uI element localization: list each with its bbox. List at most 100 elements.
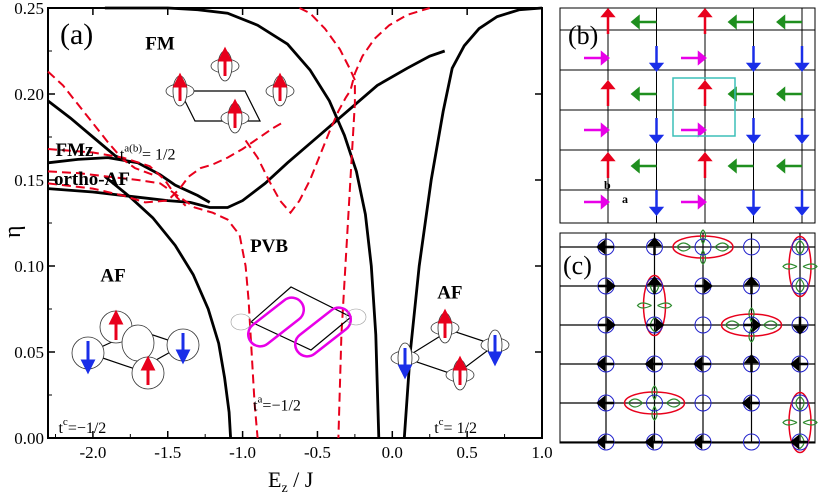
orbital-lobes [724, 307, 779, 343]
hopping-label: ta=−1/2 [253, 393, 301, 414]
unit-cell-highlight [672, 77, 736, 137]
hopping-base: t [253, 397, 258, 414]
y-tick-label: 0.15 [14, 171, 44, 190]
up-arrow-icon [743, 276, 760, 294]
left-arrow-icon [727, 14, 754, 30]
up-arrow-icon [600, 8, 616, 34]
left-arrow-icon [741, 395, 760, 411]
up-arrow-icon [646, 237, 663, 255]
right-arrow-icon [646, 317, 665, 333]
left-arrow-icon [776, 158, 802, 174]
left-arrow-icon [644, 356, 663, 372]
phase-label: ortho-AF [54, 169, 130, 190]
solid-boundary-1 [47, 156, 211, 204]
spin-pattern-panel: ba (b) [559, 7, 816, 224]
hopping-value: = 1/2 [142, 146, 175, 163]
left-arrow-icon [776, 14, 802, 30]
y-tick-label: 0.20 [14, 85, 44, 104]
left-arrow-icon [790, 356, 808, 372]
bond-pattern-panel: (c) [559, 229, 818, 454]
right-arrow-icon [681, 194, 707, 210]
axis-b-label: b [604, 178, 611, 192]
down-arrow-icon [745, 46, 762, 72]
up-arrow-icon [697, 152, 713, 178]
solid-boundary-2 [47, 99, 131, 165]
down-arrow-icon [745, 118, 762, 144]
up-arrow-icon [600, 152, 616, 178]
right-arrow-icon [681, 122, 707, 138]
left-arrow-icon [630, 86, 657, 102]
up-arrow-icon [600, 80, 616, 106]
right-arrow-icon [584, 50, 610, 66]
solid-boundary-4 [402, 6, 543, 439]
y-tick-label: 0.25 [14, 0, 44, 18]
hopping-value: =−1/2 [68, 420, 107, 437]
bond-ellipse [672, 235, 734, 259]
site-circle [694, 394, 712, 412]
left-arrow-icon [776, 86, 802, 102]
left-arrow-icon [596, 356, 614, 372]
panel-b-label: (b) [568, 21, 598, 50]
orbital-lobes [627, 385, 682, 421]
af-left-orbital-cluster [71, 309, 200, 390]
dashed-boundary-11 [299, 7, 356, 439]
x-tick-label: -0.5 [304, 443, 331, 462]
y-axis-label: η [0, 225, 26, 238]
left-arrow-icon [727, 158, 754, 174]
site-circle [791, 238, 809, 256]
bond-ellipse [788, 391, 812, 454]
up-arrow-icon [697, 80, 713, 106]
left-arrow-icon [596, 395, 614, 411]
fm-orbital-cluster [165, 46, 295, 134]
hopping-label: tc= 1/2 [434, 416, 477, 437]
site-circle [743, 238, 760, 256]
right-arrow-icon [695, 278, 713, 294]
hopping-base: t [58, 420, 63, 437]
right-arrow-icon [681, 50, 707, 66]
hopping-value: = 1/2 [444, 420, 477, 437]
bond-ellipse [720, 313, 783, 337]
phase-label: AF [100, 265, 125, 286]
x-axis-label: Ez / J [268, 467, 314, 496]
right-arrow-icon [584, 122, 610, 138]
site-circle [791, 394, 809, 412]
left-arrow-icon [630, 158, 657, 174]
up-arrow-icon [697, 8, 713, 34]
hopping-superscript: a(b) [124, 142, 142, 154]
right-arrow-icon [743, 317, 762, 333]
right-arrow-icon [584, 194, 610, 210]
down-arrow-icon [792, 317, 808, 335]
site-circle [694, 316, 712, 334]
site-circle [791, 277, 809, 295]
orbital-illustrations [71, 46, 510, 391]
phase-label: FMz [55, 140, 94, 161]
x-tick-label: 0.5 [457, 443, 478, 462]
down-arrow-icon [794, 190, 810, 216]
orbital-lobes [676, 229, 730, 265]
hopping-base: t [120, 146, 125, 163]
down-arrow-icon [794, 46, 810, 72]
orbital-lobes [782, 239, 818, 294]
dashed-boundary-6 [47, 70, 154, 176]
left-arrow-icon [693, 434, 711, 450]
phase-label: AF [437, 283, 462, 304]
pvb-bond-cluster [230, 286, 367, 358]
left-arrow-icon [693, 356, 711, 372]
x-tick-label: -2.0 [79, 443, 106, 462]
y-tick-label: 0.05 [14, 343, 44, 362]
up-arrow-icon [646, 276, 663, 294]
bond-ellipse [788, 235, 812, 298]
x-tick-label: 0.0 [382, 443, 403, 462]
site-circle [743, 433, 760, 451]
y-tick-label: 0.00 [14, 429, 44, 448]
orbital-lobes [782, 395, 818, 450]
down-arrow-icon [648, 118, 665, 144]
hopping-superscript: a [258, 393, 263, 405]
axis-ticks: -2.0 -1.5 -1.0 -0.5 0.0 0.5 1.0 0.00 0.05 0.10 0.1… [14, 0, 552, 462]
hopping-value: =−1/2 [262, 397, 301, 414]
solid-boundary-0 [47, 49, 446, 209]
solid-boundary-3 [104, 6, 381, 439]
down-arrow-icon [794, 118, 810, 144]
